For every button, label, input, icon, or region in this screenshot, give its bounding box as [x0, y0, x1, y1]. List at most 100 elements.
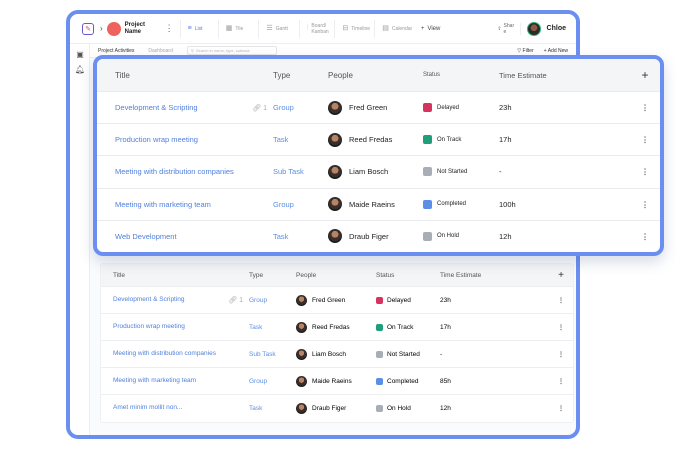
avatar[interactable]: [296, 402, 307, 414]
avatar[interactable]: [328, 197, 342, 212]
row-menu-icon[interactable]: ⋮: [557, 405, 565, 412]
task-type-link[interactable]: Group: [249, 377, 268, 385]
task-title-link[interactable]: Development & Scripting: [113, 296, 185, 303]
share-button[interactable]: ⇪ Shar e: [497, 22, 521, 35]
chevron-right-icon[interactable]: ›: [100, 24, 103, 33]
add-column-icon[interactable]: +: [558, 269, 564, 281]
avatar[interactable]: [328, 164, 342, 179]
view-tab[interactable]: ⫶ Board/ Kanban: [298, 19, 335, 38]
col-title[interactable]: Title: [113, 271, 126, 279]
add-new-button[interactable]: + Add New: [544, 48, 568, 54]
briefcase-icon[interactable]: ▣: [76, 50, 84, 59]
time-estimate-cell[interactable]: 12h: [440, 404, 451, 412]
row-menu-icon[interactable]: ⋮: [557, 324, 565, 331]
status-cell[interactable]: Not Started: [423, 167, 499, 177]
view-tab[interactable]: ⊟ Timeline: [334, 19, 374, 38]
link-icon[interactable]: 🔗︎ 1: [228, 297, 243, 304]
col-time-estimate[interactable]: Time Estimate: [499, 70, 547, 80]
tab-project-activities[interactable]: Project Activities: [98, 47, 135, 54]
project-menu-icon[interactable]: ⋮: [164, 23, 174, 33]
row-menu-icon[interactable]: ⋮: [641, 103, 649, 113]
status-cell[interactable]: Delayed: [423, 103, 499, 113]
col-title[interactable]: Title: [115, 70, 130, 80]
status-cell[interactable]: Completed: [376, 377, 440, 385]
time-estimate-cell[interactable]: 23h: [440, 296, 451, 304]
time-estimate-cell[interactable]: 17h: [499, 135, 512, 145]
status-cell[interactable]: On Hold: [423, 231, 499, 241]
task-title-link[interactable]: Meeting with marketing team: [115, 199, 211, 209]
status-cell[interactable]: Not Started: [376, 350, 440, 358]
avatar[interactable]: [328, 132, 342, 147]
time-estimate-cell[interactable]: -: [440, 350, 443, 358]
avatar[interactable]: [328, 100, 342, 115]
row-menu-icon[interactable]: ⋮: [557, 351, 565, 358]
table-row[interactable]: Meeting with marketing team Group Maide Ra…: [97, 187, 660, 220]
time-estimate-cell[interactable]: 17h: [440, 323, 451, 331]
row-menu-icon[interactable]: ⋮: [641, 135, 649, 145]
task-type-link[interactable]: Task: [273, 231, 289, 241]
table-row[interactable]: Development & Scripting 🔗︎ 1 Group Fred Gre…: [101, 286, 573, 313]
add-column-icon[interactable]: +: [641, 68, 649, 82]
time-estimate-cell[interactable]: -: [499, 167, 502, 177]
task-title-link[interactable]: Web Development: [115, 231, 177, 241]
time-estimate-cell[interactable]: 23h: [499, 103, 512, 113]
avatar[interactable]: [296, 348, 307, 360]
table-row[interactable]: Amet minim mollit non... Task Draub Figer O…: [101, 394, 573, 421]
table-row[interactable]: Production wrap meeting Task Reed Fredas On…: [101, 313, 573, 340]
task-type-link[interactable]: Sub Task: [249, 350, 276, 358]
bell-icon[interactable]: 🔔︎: [74, 65, 86, 74]
table-row[interactable]: Meeting with distribution companies Sub T…: [97, 155, 660, 187]
table-row[interactable]: Meeting with marketing team Group Maide Ra…: [101, 367, 573, 394]
status-cell[interactable]: On Track: [423, 135, 499, 145]
view-tab[interactable]: ☰ Gantt: [258, 19, 298, 38]
app-logo-icon[interactable]: ✎: [82, 22, 94, 35]
row-menu-icon[interactable]: ⋮: [557, 378, 565, 385]
row-menu-icon[interactable]: ⋮: [641, 199, 649, 209]
col-status[interactable]: Status: [423, 72, 441, 78]
table-row[interactable]: Production wrap meeting Task Reed Fredas On…: [97, 123, 660, 155]
table-row[interactable]: Meeting with distribution companies Sub T…: [101, 340, 573, 367]
avatar[interactable]: [328, 229, 342, 244]
task-title-link[interactable]: Meeting with marketing team: [113, 377, 197, 384]
row-menu-icon[interactable]: ⋮: [557, 297, 565, 304]
filter-button[interactable]: ▽ Filter: [517, 48, 533, 54]
status-cell[interactable]: Delayed: [376, 296, 440, 304]
task-title-link[interactable]: Production wrap meeting: [113, 323, 185, 330]
task-title-link[interactable]: Meeting with distribution companies: [115, 167, 234, 177]
task-title-link[interactable]: Amet minim mollit non...: [113, 404, 183, 411]
row-menu-icon[interactable]: ⋮: [641, 231, 649, 241]
task-type-link[interactable]: Sub Task: [273, 167, 304, 177]
task-type-link[interactable]: Group: [249, 296, 268, 304]
task-type-link[interactable]: Task: [249, 323, 263, 331]
col-status[interactable]: Status: [376, 271, 395, 279]
col-people[interactable]: People: [296, 271, 317, 279]
add-view-button[interactable]: + View: [421, 26, 440, 32]
row-menu-icon[interactable]: ⋮: [641, 167, 649, 177]
table-row[interactable]: Development & Scripting 🔗︎ 1 Group Fred Gre…: [97, 91, 660, 123]
avatar[interactable]: [296, 321, 307, 333]
tab-dashboard[interactable]: Dashboard: [148, 47, 173, 54]
user-avatar[interactable]: [526, 21, 541, 36]
project-name[interactable]: Project Name: [124, 21, 146, 35]
task-type-link[interactable]: Task: [273, 135, 289, 145]
task-type-link[interactable]: Group: [273, 199, 294, 209]
task-type-link[interactable]: Task: [249, 404, 263, 412]
view-tab[interactable]: ≡ List: [179, 19, 218, 38]
col-type[interactable]: Type: [273, 70, 291, 80]
time-estimate-cell[interactable]: 12h: [499, 231, 512, 241]
task-title-link[interactable]: Production wrap meeting: [115, 135, 198, 145]
status-cell[interactable]: Completed: [423, 199, 499, 209]
task-type-link[interactable]: Group: [273, 103, 294, 113]
avatar[interactable]: [296, 294, 307, 306]
task-title-link[interactable]: Meeting with distribution companies: [113, 350, 216, 357]
time-estimate-cell[interactable]: 85h: [440, 377, 451, 385]
status-cell[interactable]: On Track: [376, 323, 440, 331]
col-type[interactable]: Type: [249, 271, 264, 279]
view-tab[interactable]: ▤ Calendar: [374, 19, 415, 38]
task-title-link[interactable]: Development & Scripting: [115, 103, 198, 113]
table-row[interactable]: Web Development Task Draub Figer On Hold 12h…: [97, 219, 660, 252]
col-people[interactable]: People: [328, 70, 353, 80]
user-name[interactable]: Chloe: [546, 25, 566, 32]
search-input[interactable]: ⚲ Search in name, type, subtask: [186, 46, 277, 55]
avatar[interactable]: [296, 375, 307, 387]
